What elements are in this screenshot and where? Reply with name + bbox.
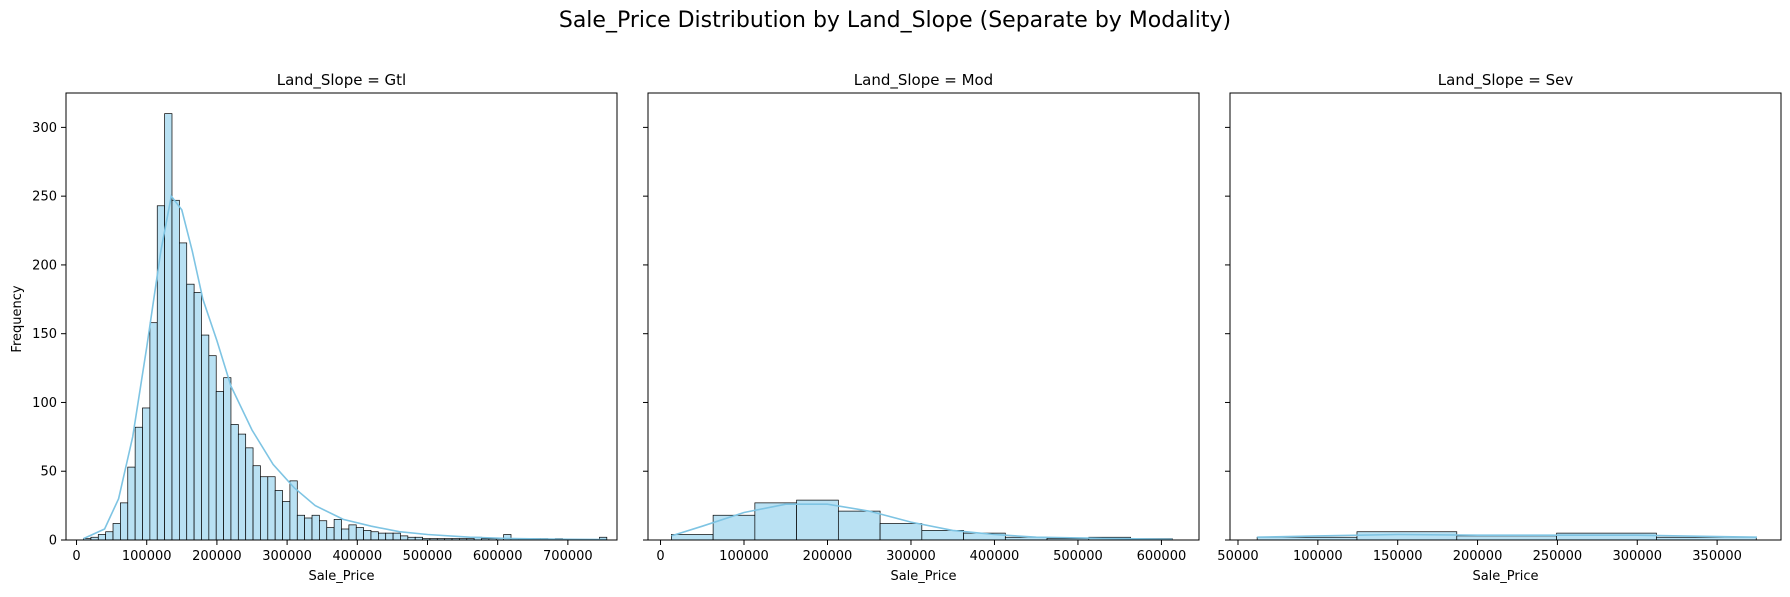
histogram-bar bbox=[333, 519, 342, 541]
histogram-bar bbox=[712, 514, 756, 541]
histogram-bar bbox=[142, 407, 151, 541]
kde-line bbox=[83, 194, 607, 541]
subplot-panels: 0 100000 200000 300000 400000 500000 600000 700… bbox=[32, 71, 1782, 584]
axes-frame bbox=[1229, 92, 1782, 541]
x-tick-label: 100000 bbox=[122, 549, 172, 564]
histogram-bar bbox=[164, 113, 173, 541]
histogram-bar bbox=[267, 476, 276, 541]
axes-frame bbox=[65, 92, 618, 541]
x-tick-label: 300000 bbox=[1612, 549, 1662, 564]
histogram-bar bbox=[171, 199, 180, 541]
y-tick-label: 100 bbox=[32, 396, 57, 411]
x-tick-label: 350000 bbox=[1692, 549, 1742, 564]
histogram-bar bbox=[186, 283, 195, 541]
histogram-bar bbox=[1356, 531, 1458, 541]
x-tick-label: 500000 bbox=[403, 549, 453, 564]
x-tick-label: 400000 bbox=[332, 549, 382, 564]
x-axis-label: Sale_Price bbox=[1472, 569, 1538, 584]
histogram-bar bbox=[311, 514, 320, 541]
subplot-title: Land_Slope = Gtl bbox=[277, 71, 406, 90]
histogram-bar bbox=[149, 322, 158, 541]
x-tick-label: 150000 bbox=[1373, 549, 1423, 564]
x-tick-label: 200000 bbox=[803, 549, 853, 564]
x-tick-label: 400000 bbox=[970, 549, 1020, 564]
subplot-3: 50000 100000 150000 200000 250000 300000 35000… bbox=[1217, 71, 1782, 584]
histogram-bar bbox=[193, 292, 202, 541]
x-tick-label: 700000 bbox=[543, 549, 593, 564]
histogram-bar bbox=[671, 534, 714, 541]
x-tick-label: 500000 bbox=[1053, 549, 1103, 564]
y-tick-label: 0 bbox=[49, 534, 57, 549]
histogram-bar bbox=[120, 502, 129, 541]
histogram-bar bbox=[97, 534, 107, 541]
histogram-bar bbox=[1456, 535, 1557, 541]
x-axis-label: Sale_Price bbox=[308, 569, 374, 584]
histogram-bar bbox=[1556, 532, 1657, 541]
x-tick-label: 0 bbox=[72, 549, 80, 564]
histogram-bar bbox=[252, 465, 261, 541]
y-tick-label: 300 bbox=[32, 121, 57, 136]
histogram-bar bbox=[230, 424, 239, 541]
subplot-title: Land_Slope = Mod bbox=[854, 71, 993, 90]
y-tick-label: 150 bbox=[32, 327, 57, 342]
histogram-bar bbox=[245, 447, 254, 541]
x-tick-label: 600000 bbox=[473, 549, 523, 564]
subplot-1: 0 100000 200000 300000 400000 500000 600000 700… bbox=[32, 71, 618, 584]
histogram-bar bbox=[201, 334, 210, 541]
x-tick-label: 0 bbox=[656, 549, 664, 564]
histogram-bar bbox=[796, 499, 839, 541]
histogram-bar bbox=[837, 510, 881, 541]
kde-line bbox=[1257, 533, 1758, 538]
subplot-2: 0 100000 200000 300000 400000 500000 600000 Lan… bbox=[643, 71, 1200, 584]
histogram-bar bbox=[223, 377, 232, 541]
histogram-bar bbox=[879, 523, 923, 541]
y-tick-label: 200 bbox=[32, 258, 57, 273]
y-axis-label: Frequency bbox=[10, 285, 25, 352]
histogram-bar bbox=[355, 527, 364, 541]
x-tick-label: 300000 bbox=[886, 549, 936, 564]
histogram-bar bbox=[274, 490, 283, 541]
y-tick-label: 50 bbox=[40, 465, 57, 480]
histogram-bar bbox=[215, 391, 224, 541]
histogram-bar bbox=[921, 530, 964, 541]
x-tick-label: 50000 bbox=[1217, 549, 1258, 564]
y-tick-label: 250 bbox=[32, 190, 57, 205]
subplot-title: Land_Slope = Sev bbox=[1438, 71, 1574, 90]
histogram-bar bbox=[370, 531, 379, 541]
histogram-bar bbox=[112, 523, 121, 541]
histogram-bar bbox=[127, 466, 136, 541]
histogram-bar bbox=[400, 535, 409, 541]
x-tick-label: 200000 bbox=[1453, 549, 1503, 564]
x-tick-label: 200000 bbox=[192, 549, 242, 564]
x-tick-label: 300000 bbox=[262, 549, 312, 564]
histogram-bar bbox=[348, 524, 357, 541]
histogram-bar bbox=[237, 433, 247, 541]
histogram-bar bbox=[385, 532, 394, 541]
histogram-bar bbox=[304, 517, 313, 541]
histogram-bar bbox=[363, 530, 372, 541]
kde-line bbox=[671, 503, 1173, 541]
histogram-bar bbox=[341, 528, 350, 541]
histogram-bar bbox=[260, 476, 269, 541]
histogram-bar bbox=[208, 355, 217, 541]
x-tick-label: 100000 bbox=[1293, 549, 1343, 564]
histogram-bar bbox=[326, 527, 335, 541]
histogram-bar bbox=[134, 426, 143, 541]
histogram-bar bbox=[156, 205, 165, 541]
histogram-bar bbox=[282, 501, 291, 541]
x-tick-label: 100000 bbox=[719, 549, 769, 564]
x-tick-label: 250000 bbox=[1533, 549, 1583, 564]
x-tick-label: 600000 bbox=[1137, 549, 1187, 564]
histogram-bar bbox=[179, 242, 188, 541]
histogram-bar bbox=[319, 520, 328, 541]
histogram-bar bbox=[378, 532, 387, 541]
x-axis-label: Sale_Price bbox=[890, 569, 956, 584]
histogram-bar bbox=[392, 532, 401, 541]
axes-frame bbox=[647, 92, 1200, 541]
histogram-bar bbox=[296, 514, 305, 541]
figure-title: Sale_Price Distribution by Land_Slope (S… bbox=[559, 8, 1231, 33]
histogram-bar bbox=[105, 531, 114, 541]
